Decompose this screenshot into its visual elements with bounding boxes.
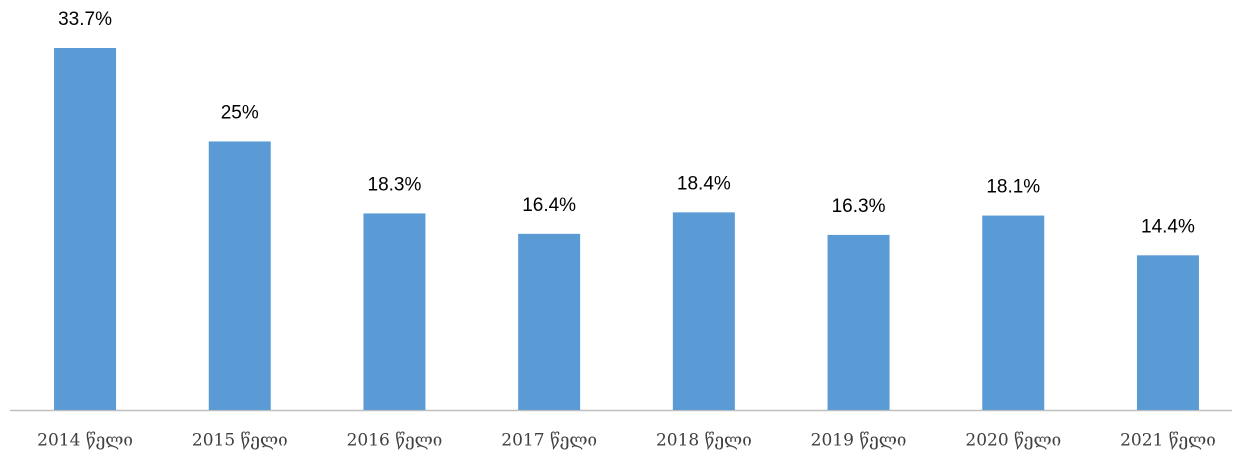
bar [827, 234, 890, 410]
data-label: 16.3% [832, 196, 886, 217]
x-tick-label: 2018 წელი [656, 431, 752, 451]
data-label: 14.4% [1141, 216, 1195, 237]
bar [54, 48, 117, 410]
bar [982, 215, 1045, 410]
bar [208, 141, 271, 410]
data-label: 33.7% [58, 9, 112, 30]
bar [518, 233, 581, 410]
data-label: 18.1% [986, 177, 1040, 198]
bar [672, 212, 735, 410]
data-label: 25% [221, 102, 259, 123]
x-tick-label: 2021 წელი [1120, 431, 1216, 451]
x-tick-label: 2014 წელი [37, 431, 133, 451]
x-tick-label: 2017 წელი [501, 431, 597, 451]
x-tick-label: 2019 წელი [811, 431, 907, 451]
data-label: 18.4% [677, 173, 731, 194]
data-label: 16.4% [522, 195, 576, 216]
bar [363, 213, 426, 410]
x-tick-label: 2015 წელი [192, 431, 288, 451]
x-tick-label: 2020 წელი [965, 431, 1061, 451]
x-tick-label: 2016 წელი [347, 431, 443, 451]
data-label: 18.3% [368, 174, 422, 195]
bar [1136, 255, 1199, 410]
